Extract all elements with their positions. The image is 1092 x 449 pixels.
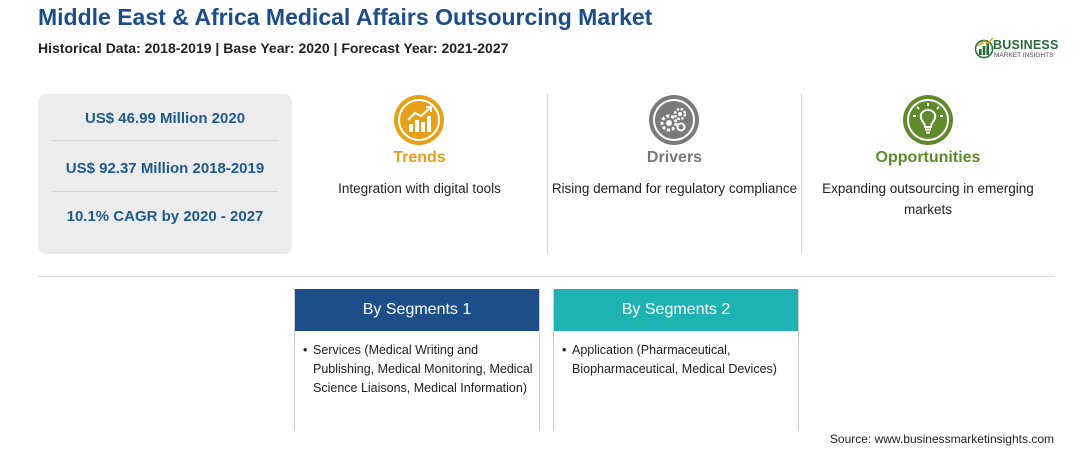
divider [801,94,802,254]
logo-bars-icon [975,37,994,59]
key-stats-panel: US$ 46.99 Million 2020 US$ 92.37 Million… [38,94,292,254]
lightbulb-icon [903,95,953,145]
company-logo: BUSINESS MARKET INSIGHTS [975,36,1065,62]
divider [52,140,278,141]
page-title: Middle East & Africa Medical Affairs Out… [38,4,653,30]
logo-wordmark: BUSINESS [993,38,1059,52]
segment-card-2: By Segments 2 • Application (Pharmaceuti… [553,289,799,431]
trends-title: Trends [393,149,446,166]
segment-1-header: By Segments 1 [295,289,539,331]
opportunities-text: Expanding outsourcing in emerging market… [822,181,1034,217]
stat-market-size-historical: US$ 92.37 Million 2018-2019 [65,160,265,177]
divider [52,191,278,192]
divider [547,94,548,254]
gears-icon [649,95,699,145]
bullet: • [562,343,567,357]
segment-2-body: • Application (Pharmaceutical, Biopharma… [554,331,798,379]
page-subtitle: Historical Data: 2018-2019 | Base Year: … [38,40,509,56]
drivers-column: Drivers Rising demand for regulatory com… [548,94,801,254]
divider [38,276,1054,277]
trends-column: Trends Integration with digital tools [292,94,547,254]
drivers-text: Rising demand for regulatory compliance [551,181,798,196]
stat-cagr: 10.1% CAGR by 2020 - 2027 [66,208,264,225]
segment-1-body: • Services (Medical Writing and Publishi… [295,331,539,398]
segment-2-text: Application (Pharmaceutical, Biopharmace… [572,343,777,376]
logo-tagline: MARKET INSIGHTS [994,52,1054,59]
segment-card-1: By Segments 1 • Services (Medical Writin… [294,289,540,431]
source-note: Source: www.businessmarketinsights.com [829,432,1054,446]
opportunities-title: Opportunities [875,149,981,166]
chart-trend-icon [394,95,444,145]
stat-market-size-2020: US$ 46.99 Million 2020 [84,110,246,127]
trends-text: Integration with digital tools [338,181,501,196]
opportunities-column: Opportunities Expanding outsourcing in e… [802,94,1054,254]
segment-1-text: Services (Medical Writing and Publishing… [313,343,533,395]
drivers-title: Drivers [646,149,703,166]
segment-2-header: By Segments 2 [554,289,798,331]
bullet: • [303,343,308,357]
